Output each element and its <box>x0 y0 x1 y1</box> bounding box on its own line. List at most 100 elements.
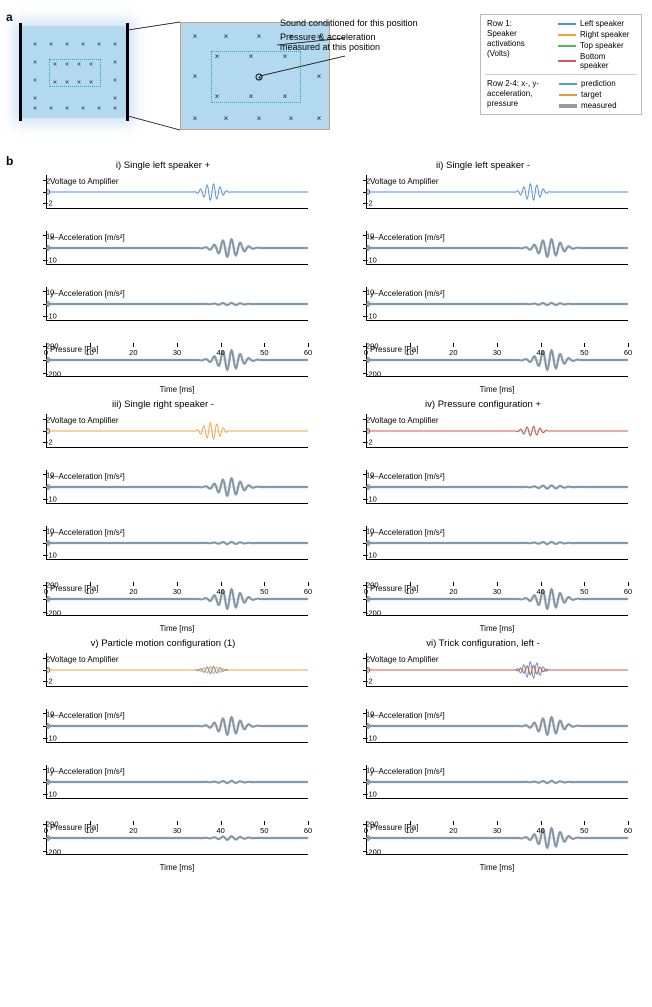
legend-row2: Row 2-4: x-, y- acceleration, pressure p… <box>481 75 641 114</box>
legend-swatch <box>559 83 577 85</box>
xtick-label: 0 <box>44 826 48 871</box>
xtick <box>366 582 367 586</box>
legend-row2-label: Row 2-4: x-, y- acceleration, pressure <box>487 79 559 109</box>
xtick <box>628 582 629 586</box>
annotation-pressure: Pressure & acceleration measured at this… <box>280 32 380 52</box>
xtick-label: 10 <box>405 826 413 871</box>
xtick <box>221 582 222 586</box>
xtick-label: 50 <box>260 587 268 632</box>
legend-text: Right speaker <box>580 30 635 39</box>
x-axis-label: Time [ms] <box>480 624 515 633</box>
legend-text: measured <box>581 101 617 110</box>
wave-svg <box>366 175 628 209</box>
xtick <box>410 582 411 586</box>
xtick-label: 40 <box>536 348 544 393</box>
panel-label-b: b <box>6 154 13 168</box>
x-axis-label: Time [ms] <box>480 385 515 394</box>
xtick-label: 10 <box>405 348 413 393</box>
chart-yaccel: -10010y–Acceleration [m/s²] <box>366 526 628 560</box>
xtick <box>46 582 47 586</box>
xtick-label: 10 <box>85 826 93 871</box>
xtick <box>308 343 309 347</box>
xtick-label: 60 <box>304 348 312 393</box>
xtick <box>308 582 309 586</box>
xtick <box>90 343 91 347</box>
chart-pressure: -2000200Pressure [Pa]0102030405060Time [… <box>46 582 308 616</box>
x-axis-label: Time [ms] <box>160 624 195 633</box>
xtick <box>46 343 47 347</box>
chart-voltage: -202Voltage to Amplifier <box>366 175 628 209</box>
x-axis-label: Time [ms] <box>480 863 515 872</box>
legend-text: Bottom speaker <box>580 52 635 70</box>
xtick-label: 50 <box>580 348 588 393</box>
chart-voltage: -202Voltage to Amplifier <box>46 175 308 209</box>
xtick-label: 20 <box>129 826 137 871</box>
wave-svg <box>46 175 308 209</box>
legend: Row 1: Speaker activations (Volts) Left … <box>480 14 642 115</box>
annotation-leads <box>20 18 480 138</box>
xtick <box>177 343 178 347</box>
chart-yaccel: -10010y–Acceleration [m/s²] <box>366 765 628 799</box>
xtick-label: 50 <box>260 826 268 871</box>
group-title: iv) Pressure configuration + <box>338 399 628 410</box>
legend-text: prediction <box>581 79 617 88</box>
chart-group: iv) Pressure configuration +-202Voltage … <box>338 399 628 616</box>
xtick-label: 10 <box>85 348 93 393</box>
chart-xaccel: -10010x–Acceleration [m/s²] <box>46 231 308 265</box>
xtick <box>628 343 629 347</box>
chart-xaccel: -10010x–Acceleration [m/s²] <box>46 470 308 504</box>
wave-svg <box>366 653 628 687</box>
wave-svg <box>46 470 308 504</box>
legend-swatch <box>559 94 577 96</box>
chart-pressure: -2000200Pressure [Pa]0102030405060Time [… <box>366 582 628 616</box>
xtick <box>177 821 178 825</box>
legend-text: target <box>581 90 617 99</box>
xtick <box>453 582 454 586</box>
group-title: vi) Trick configuration, left - <box>338 638 628 649</box>
wave-svg <box>366 709 628 743</box>
xtick <box>541 821 542 825</box>
xtick-label: 20 <box>129 348 137 393</box>
xtick <box>584 821 585 825</box>
legend-swatch <box>558 60 576 62</box>
x-axis-label: Time [ms] <box>160 863 195 872</box>
wave-svg <box>46 526 308 560</box>
chart-xaccel: -10010x–Acceleration [m/s²] <box>366 231 628 265</box>
chart-pressure: -2000200Pressure [Pa]0102030405060Time [… <box>366 821 628 855</box>
xtick-label: 60 <box>304 587 312 632</box>
chart-group: iii) Single right speaker --202Voltage t… <box>18 399 308 616</box>
xtick <box>133 821 134 825</box>
wave-svg <box>366 231 628 265</box>
xtick-label: 60 <box>624 587 632 632</box>
xtick <box>90 821 91 825</box>
xtick-label: 50 <box>580 826 588 871</box>
xtick-label: 0 <box>364 348 368 393</box>
panel-label-a: a <box>6 10 13 24</box>
xtick <box>46 821 47 825</box>
chart-yaccel: -10010y–Acceleration [m/s²] <box>366 287 628 321</box>
wave-svg <box>366 526 628 560</box>
wave-svg <box>46 231 308 265</box>
xtick-label: 0 <box>364 587 368 632</box>
group-title: ii) Single left speaker - <box>338 160 628 171</box>
xtick-label: 20 <box>449 826 457 871</box>
xtick <box>264 582 265 586</box>
xtick-label: 40 <box>536 826 544 871</box>
xtick-label: 40 <box>216 587 224 632</box>
legend-text: Left speaker <box>580 19 635 28</box>
chart-group: v) Particle motion configuration (1)-202… <box>18 638 308 855</box>
chart-pressure: -2000200Pressure [Pa]0102030405060Time [… <box>366 343 628 377</box>
legend-swatch <box>558 23 576 25</box>
chart-group: ii) Single left speaker - -202Voltage to … <box>338 160 628 377</box>
xtick-label: 0 <box>44 348 48 393</box>
xtick <box>410 343 411 347</box>
chart-pressure: -2000200Pressure [Pa]0102030405060Time [… <box>46 821 308 855</box>
chart-xaccel: -10010x–Acceleration [m/s²] <box>366 470 628 504</box>
legend-swatch <box>559 104 577 108</box>
xtick <box>133 343 134 347</box>
xtick <box>133 582 134 586</box>
schematic: ×××××××××××××××××××××××××× ×××××××××××××… <box>20 18 460 138</box>
wave-svg <box>366 414 628 448</box>
xtick <box>221 343 222 347</box>
xtick <box>264 821 265 825</box>
